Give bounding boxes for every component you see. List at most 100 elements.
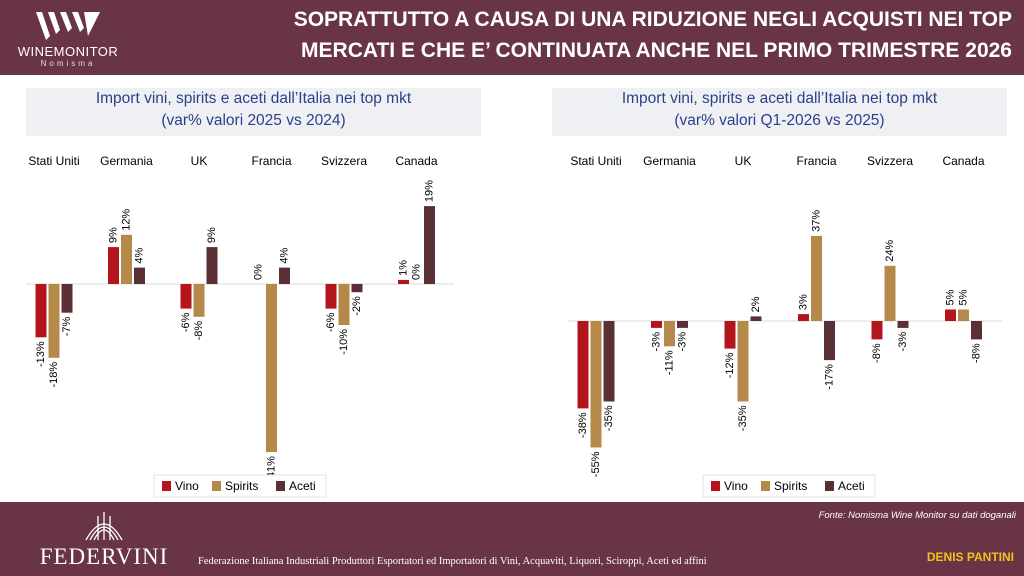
- federvini-logo: FEDERVINI: [24, 506, 184, 572]
- category-label: Francia: [251, 154, 291, 168]
- data-label: 1%: [397, 260, 409, 276]
- header-bar: WINEMONITOR Nomisma SOPRATTUTTO A CAUSA …: [0, 0, 1024, 75]
- category-label: Svizzera: [321, 154, 367, 168]
- data-label: 4%: [278, 247, 290, 263]
- bar-aceti: [824, 321, 835, 361]
- legend-swatch-spirits: [212, 481, 221, 491]
- category-label: Germania: [643, 154, 696, 168]
- chart-subtitle: (var% valori 2025 vs 2024): [161, 112, 346, 129]
- bar-spirits: [48, 284, 60, 358]
- category-label: Svizzera: [867, 154, 913, 168]
- data-label: -8%: [193, 321, 205, 341]
- org-description: Federazione Italiana Industriali Produtt…: [198, 556, 707, 567]
- legend-label-vino: Vino: [175, 479, 199, 493]
- bar-spirits: [338, 284, 350, 325]
- legend-swatch-vino: [162, 481, 171, 491]
- bar-spirits: [193, 284, 205, 317]
- bar-aceti: [424, 206, 435, 284]
- bar-vino: [35, 284, 47, 338]
- logo-subtext: Nomisma: [40, 59, 96, 68]
- data-label: -35%: [603, 405, 615, 431]
- page-title: SOPRATTUTTO A CAUSA DI UNA RIDUZIONE NEG…: [150, 4, 1012, 66]
- bar-vino: [651, 321, 662, 328]
- data-label: -11%: [663, 350, 675, 375]
- source-note: Fonte: Nomisma Wine Monitor su dati doga…: [818, 510, 1016, 521]
- bar-spirits: [266, 284, 277, 453]
- bar-vino: [108, 247, 119, 284]
- bar-spirits: [811, 235, 822, 321]
- category-label: Francia: [796, 154, 836, 168]
- legend-box: [702, 474, 876, 498]
- data-label: -35%: [737, 405, 749, 431]
- data-label: -38%: [577, 412, 589, 438]
- data-label: -7%: [61, 316, 73, 336]
- data-label: 37%: [810, 210, 822, 232]
- bar-aceti: [750, 316, 762, 321]
- bar-vino: [398, 279, 409, 284]
- chart-title: Import vini, spirits e aceti dall’Italia…: [95, 90, 412, 107]
- chart-title-box: Import vini, spirits e aceti dall’Italia…: [552, 88, 1007, 136]
- data-label: 12%: [120, 209, 132, 231]
- data-label: 9%: [206, 227, 218, 243]
- chart-subtitle: (var% valori Q1-2026 vs 2025): [674, 112, 885, 129]
- data-label: -3%: [897, 332, 909, 352]
- chart-plot: Stati Uniti-13%-18%-7%Germania9%12%4%UK-…: [26, 154, 454, 498]
- bar-aceti: [134, 267, 145, 284]
- bar-aceti: [279, 267, 290, 284]
- legend-swatch-vino: [711, 481, 720, 491]
- bar-aceti: [206, 247, 218, 284]
- chart-q1-2026-vs-2025: Import vini, spirits e aceti dall’Italia…: [540, 80, 1010, 500]
- legend-box: [153, 474, 327, 498]
- org-name: FEDERVINI: [39, 544, 169, 569]
- winemonitor-logo-mark-icon: [36, 12, 100, 40]
- legend-swatch-spirits: [761, 481, 770, 491]
- bar-aceti: [351, 284, 363, 293]
- bar-vino: [871, 321, 883, 340]
- data-label: 5%: [944, 289, 956, 305]
- data-label: -6%: [180, 312, 192, 332]
- federvini-emblem-icon: [85, 512, 123, 541]
- data-label: -55%: [590, 451, 602, 477]
- bar-aceti: [677, 321, 688, 328]
- bar-spirits: [958, 309, 969, 321]
- data-label: 19%: [423, 180, 435, 202]
- legend-label-aceti: Aceti: [289, 479, 316, 493]
- footer-bar: Fonte: Nomisma Wine Monitor su dati doga…: [0, 502, 1024, 576]
- bar-spirits: [884, 265, 896, 321]
- legend-label-spirits: Spirits: [225, 479, 258, 493]
- data-label: -8%: [871, 343, 883, 363]
- legend-label-spirits: Spirits: [774, 479, 807, 493]
- bar-vino: [577, 321, 589, 409]
- legend-label-vino: Vino: [724, 479, 748, 493]
- chart-2025-vs-2024: Import vini, spirits e aceti dall’Italia…: [14, 80, 484, 500]
- page-title-line1: SOPRATTUTTO A CAUSA DI UNA RIDUZIONE NEG…: [293, 8, 1012, 31]
- bar-spirits: [121, 234, 132, 284]
- logo-text: WINEMONITOR: [17, 44, 119, 59]
- data-label: 4%: [133, 247, 145, 263]
- bar-vino: [724, 321, 736, 349]
- category-label: Stati Uniti: [28, 154, 79, 168]
- category-label: Stati Uniti: [570, 154, 621, 168]
- data-label: 3%: [797, 294, 809, 310]
- data-label: -10%: [338, 329, 350, 355]
- data-label: 0%: [410, 264, 422, 280]
- bar-vino: [945, 309, 956, 321]
- chart-title-box: Import vini, spirits e aceti dall’Italia…: [26, 88, 481, 136]
- data-label: -12%: [724, 352, 736, 378]
- bar-spirits: [737, 321, 749, 402]
- data-label: -17%: [823, 364, 835, 390]
- bar-aceti: [61, 284, 73, 313]
- bar-vino: [180, 284, 192, 309]
- bar-aceti: [971, 321, 982, 340]
- category-label: UK: [191, 154, 208, 168]
- legend-swatch-aceti: [825, 481, 834, 491]
- bar-spirits: [590, 321, 602, 448]
- data-label: -2%: [351, 296, 363, 316]
- data-label: 2%: [750, 296, 762, 312]
- data-label: -3%: [676, 332, 688, 352]
- category-label: Canada: [942, 154, 984, 168]
- data-label: -8%: [970, 343, 982, 363]
- data-label: -13%: [35, 341, 47, 367]
- author-name: DENIS PANTINI: [926, 550, 1014, 564]
- data-label: 24%: [884, 240, 896, 262]
